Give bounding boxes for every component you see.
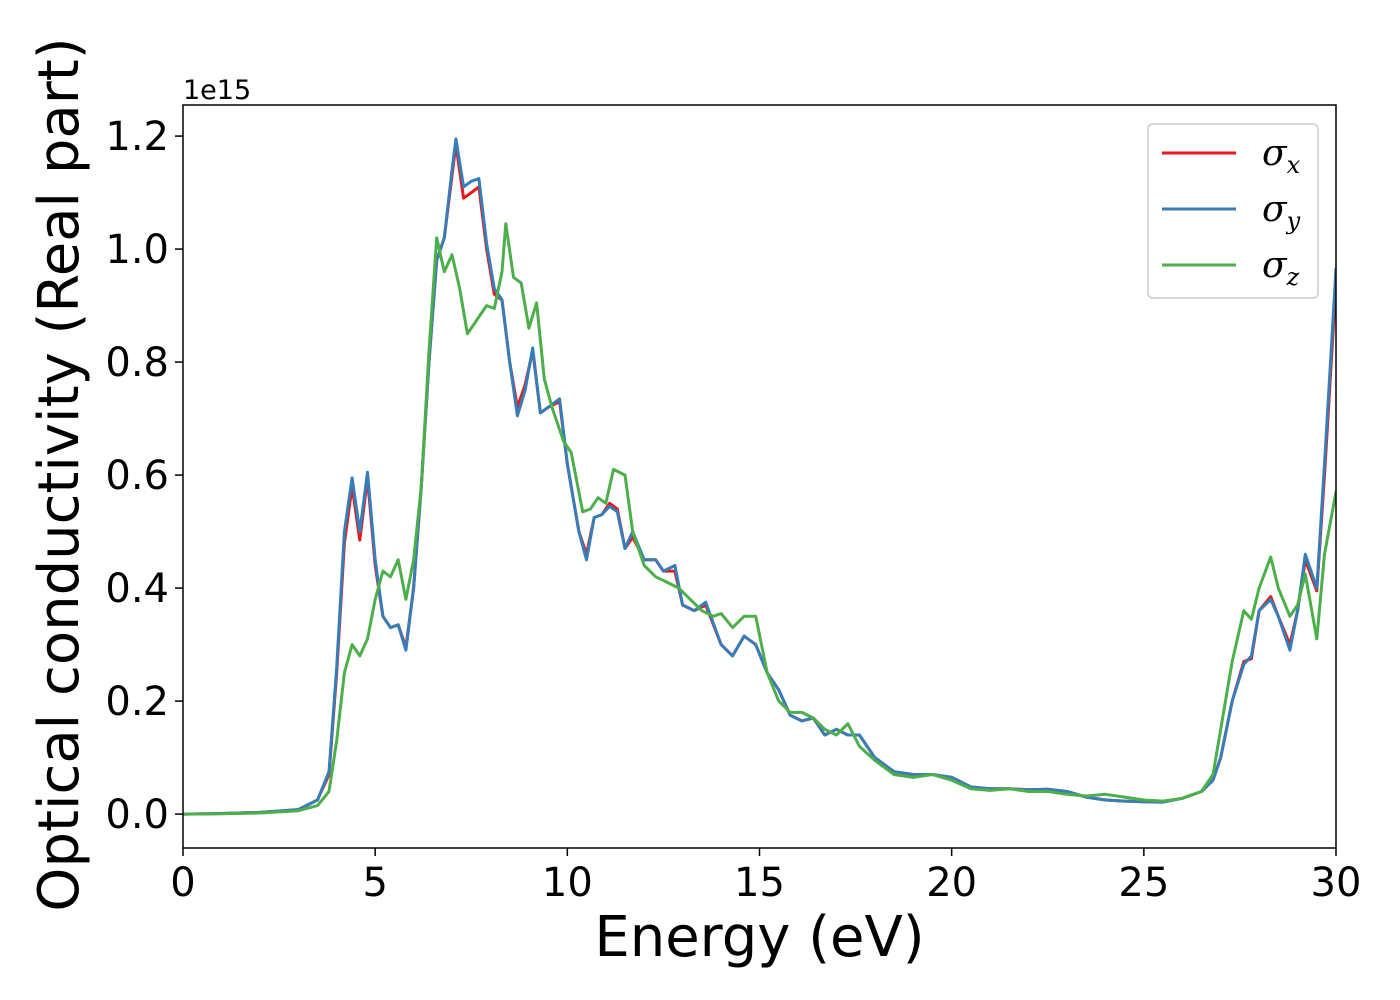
y-tick-label: 1.2 — [105, 114, 169, 160]
legend-symbol: σ — [1262, 133, 1288, 174]
plot-area — [182, 104, 1337, 849]
legend-label-sigma-y: σy — [1262, 189, 1301, 235]
y-offset-label: 1e15 — [183, 75, 251, 106]
y-tick-label: 0.6 — [105, 453, 169, 499]
y-tick-label: 0.2 — [105, 679, 169, 725]
x-tick-label: 20 — [926, 860, 977, 906]
series-layer — [183, 137, 1336, 816]
y-axis: 0.0 0.2 0.4 0.6 0.8 1.0 1.2 — [105, 114, 183, 838]
y-tick-label: 0.0 — [105, 792, 169, 838]
legend-symbol: σ — [1262, 189, 1288, 230]
x-axis: 0 5 10 15 20 25 30 — [170, 848, 1361, 906]
y-tick-label: 0.4 — [105, 566, 169, 612]
y-axis-label: Optical conductivity (Real part) — [27, 37, 92, 911]
series-line-sigma-z — [183, 222, 1336, 816]
x-tick-label: 10 — [542, 860, 593, 906]
x-tick-label: 15 — [734, 860, 785, 906]
legend-subscript: x — [1287, 151, 1301, 179]
legend-subscript: y — [1286, 207, 1301, 235]
legend-subscript: z — [1286, 263, 1300, 291]
x-tick-label: 25 — [1118, 860, 1169, 906]
y-tick-label: 1.0 — [105, 227, 169, 273]
x-tick-label: 30 — [1311, 860, 1362, 906]
x-tick-label: 5 — [362, 860, 387, 906]
legend-label-sigma-x: σx — [1262, 133, 1301, 179]
legend-box — [1147, 123, 1319, 299]
x-axis-label: Energy (eV) — [594, 905, 924, 970]
legend-label-sigma-z: σz — [1262, 245, 1300, 291]
y-tick-label: 0.8 — [105, 340, 169, 386]
legend-symbol: σ — [1262, 245, 1288, 286]
x-tick-label: 0 — [170, 860, 195, 906]
